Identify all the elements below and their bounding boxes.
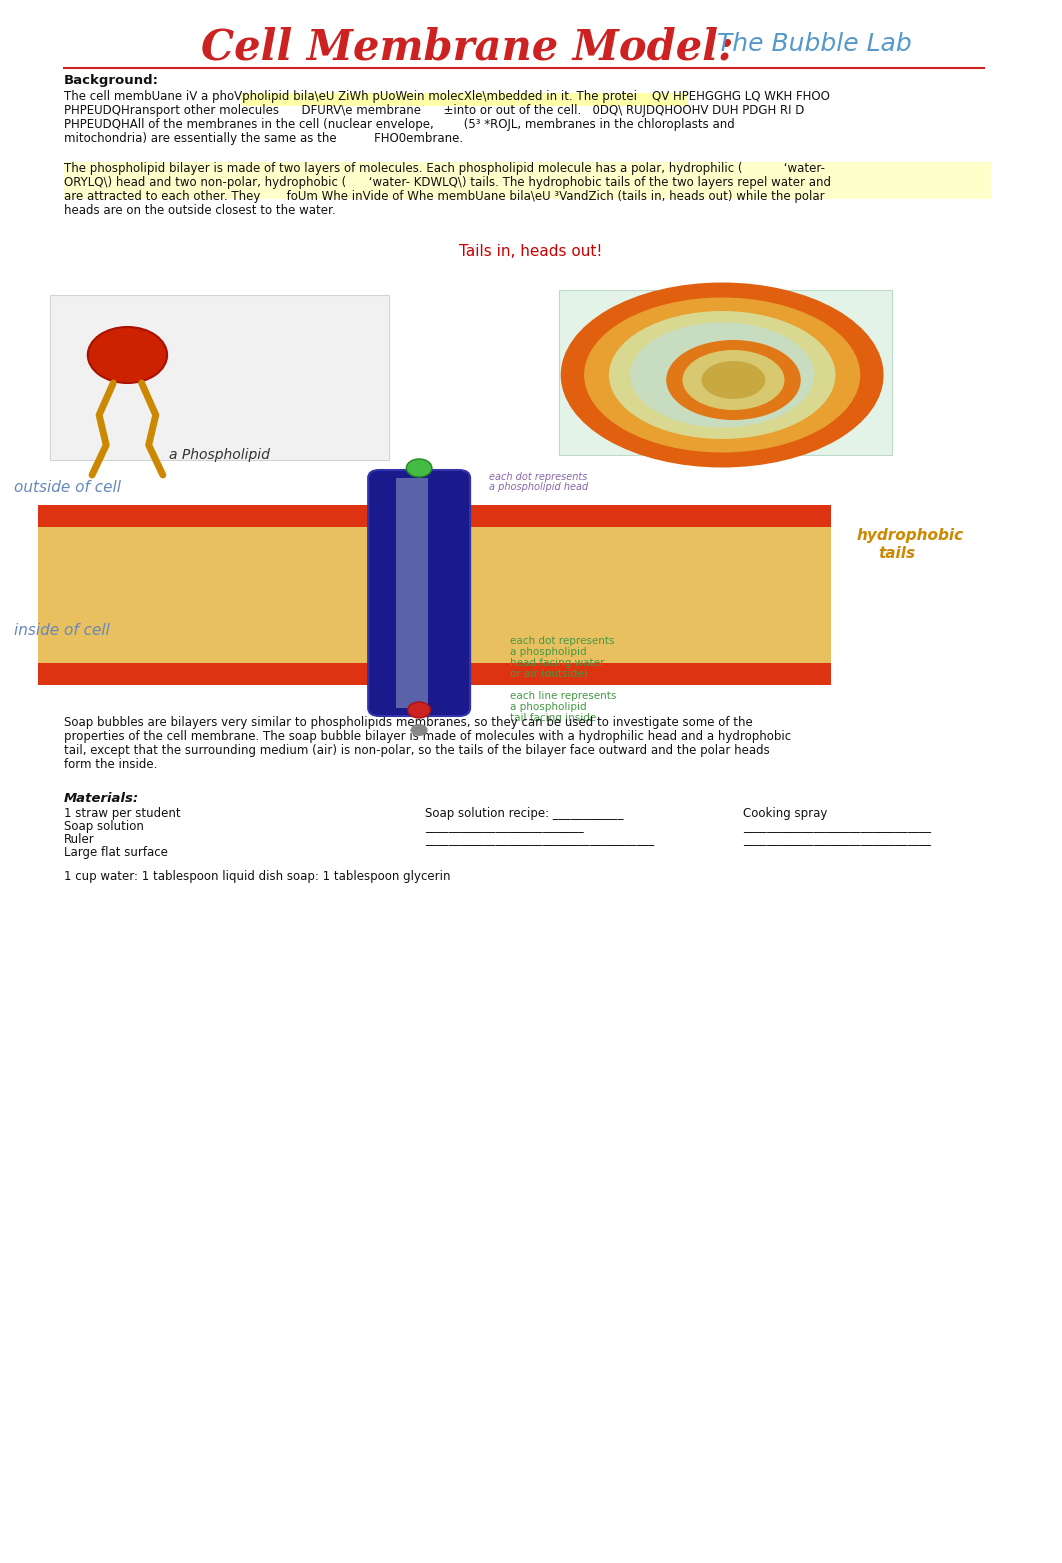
Bar — [50, 295, 390, 460]
Text: The Bubble Lab: The Bubble Lab — [717, 31, 911, 56]
Text: a Phospholipid: a Phospholipid — [169, 449, 270, 463]
Text: Materials:: Materials: — [64, 792, 139, 805]
Ellipse shape — [702, 361, 766, 399]
Text: Cooking spray: Cooking spray — [743, 807, 827, 821]
Text: The phospholipid bilayer is made of two layers of molecules. Each phospholipid m: The phospholipid bilayer is made of two … — [64, 163, 825, 175]
Text: Cell Membrane Model:: Cell Membrane Model: — [201, 27, 734, 69]
Text: Ruler: Ruler — [64, 833, 95, 846]
Text: heads are on the outside closest to the water.: heads are on the outside closest to the … — [64, 205, 336, 217]
Text: 1 cup water: 1 tablespoon liquid dish soap: 1 tablespoon glycerin: 1 cup water: 1 tablespoon liquid dish so… — [64, 871, 450, 883]
Text: ________________________________: ________________________________ — [743, 821, 931, 833]
Text: mitochondria) are essentially the same as the          FHO0embrane.: mitochondria) are essentially the same a… — [64, 131, 463, 145]
Bar — [241, 94, 687, 106]
Text: a phospholipid: a phospholipid — [510, 702, 586, 713]
Circle shape — [88, 327, 167, 383]
Text: PHPEUDQHransport other molecules      DFURV\e membrane      ±into or out of the : PHPEUDQHransport other molecules DFURV\e… — [64, 105, 804, 117]
Text: each line represents: each line represents — [510, 691, 616, 700]
Bar — [64, 163, 991, 199]
Ellipse shape — [630, 322, 815, 428]
Bar — [396, 478, 428, 708]
Ellipse shape — [584, 297, 860, 453]
Text: or air (outside): or air (outside) — [510, 669, 587, 678]
Ellipse shape — [561, 283, 884, 467]
Text: tail, except that the surrounding medium (air) is non-polar, so the tails of the: tail, except that the surrounding medium… — [64, 744, 770, 756]
Bar — [38, 505, 832, 527]
Text: each dot represents: each dot represents — [510, 636, 614, 646]
Text: 1 straw per student: 1 straw per student — [64, 807, 181, 821]
Text: Soap solution recipe: ____________: Soap solution recipe: ____________ — [425, 807, 623, 821]
Bar — [38, 596, 832, 663]
Text: _______________________________________: _______________________________________ — [425, 833, 654, 846]
Text: a phospholipid head: a phospholipid head — [489, 481, 587, 492]
Circle shape — [411, 724, 428, 736]
Ellipse shape — [609, 311, 836, 439]
Ellipse shape — [666, 341, 801, 420]
Text: head facing water: head facing water — [510, 658, 604, 667]
Text: ___________________________: ___________________________ — [425, 821, 583, 833]
Text: each dot represents: each dot represents — [489, 472, 587, 481]
Circle shape — [408, 702, 430, 717]
Bar — [38, 663, 832, 685]
FancyBboxPatch shape — [369, 470, 470, 716]
Text: properties of the cell membrane. The soap bubble bilayer is made of molecules wi: properties of the cell membrane. The soa… — [64, 730, 791, 742]
Text: ORYLQ\) head and two non-polar, hydrophobic (      ‘water- KDWLQ\) tails. The hy: ORYLQ\) head and two non-polar, hydropho… — [64, 177, 830, 189]
Text: hydrophobic: hydrophobic — [857, 528, 964, 542]
Text: Soap bubbles are bilayers very similar to phospholipids membranes, so they can b: Soap bubbles are bilayers very similar t… — [64, 716, 753, 728]
Text: Background:: Background: — [64, 73, 158, 88]
Text: PHPEUDQHAll of the membranes in the cell (nuclear envelope,        (5³ *ROJL, me: PHPEUDQHAll of the membranes in the cell… — [64, 117, 735, 131]
Text: The cell membUane iV a phoVpholipid bila\eU ZiWh pUoWein molecXle\mbedded in it.: The cell membUane iV a phoVpholipid bila… — [64, 91, 829, 103]
Circle shape — [407, 460, 432, 477]
Text: tail facing inside: tail facing inside — [510, 713, 596, 724]
Text: Large flat surface: Large flat surface — [64, 846, 168, 860]
Text: outside of cell: outside of cell — [14, 480, 121, 495]
Text: a phospholipid: a phospholipid — [510, 647, 586, 656]
Text: Soap solution: Soap solution — [64, 821, 143, 833]
Text: tails: tails — [878, 545, 915, 561]
Text: inside of cell: inside of cell — [14, 624, 110, 638]
Text: Tails in, heads out!: Tails in, heads out! — [459, 244, 603, 259]
Text: ________________________________: ________________________________ — [743, 833, 931, 846]
Ellipse shape — [683, 350, 785, 410]
Bar — [38, 527, 832, 596]
Text: form the inside.: form the inside. — [64, 758, 157, 771]
Bar — [560, 291, 892, 455]
Text: are attracted to each other. They       foUm Whe inVide of Whe membUane bila\eU : are attracted to each other. They foUm W… — [64, 191, 824, 203]
